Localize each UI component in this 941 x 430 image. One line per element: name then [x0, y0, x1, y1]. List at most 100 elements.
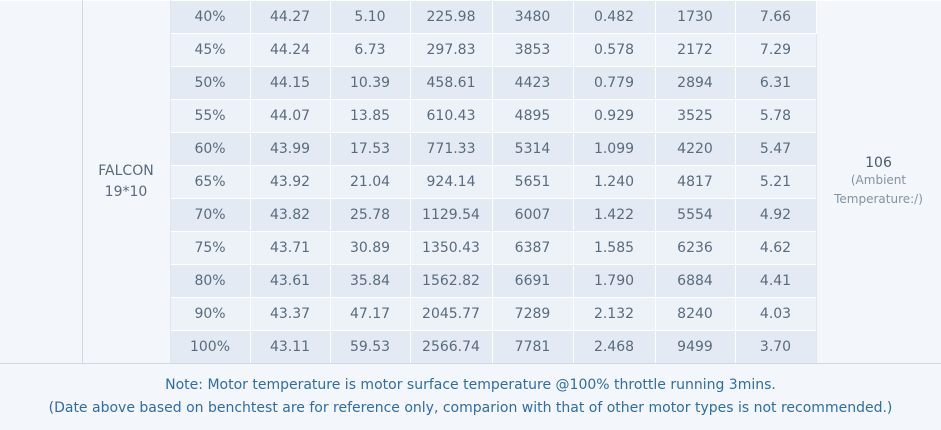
- data-cell: 3.70: [734, 330, 817, 364]
- data-cell: 80%: [169, 264, 251, 298]
- data-cell: 4423: [491, 66, 574, 100]
- data-cell: 2.132: [572, 297, 656, 331]
- data-cell: 5.21: [734, 165, 817, 199]
- data-cell: 0.779: [572, 66, 656, 100]
- data-cell: 40%: [169, 0, 251, 34]
- data-cell: 6236: [654, 231, 736, 265]
- data-cell: 7781: [491, 330, 574, 364]
- data-cell: 47.17: [329, 297, 411, 331]
- data-cell: 17.53: [329, 132, 411, 166]
- data-cell: 3853: [491, 33, 574, 67]
- data-cell: 610.43: [409, 99, 493, 133]
- data-cell: 44.24: [249, 33, 331, 67]
- data-cell: 1350.43: [409, 231, 493, 265]
- table-row: 45% 44.24 6.73 297.83 3853 0.578 2172 7.29: [0, 33, 941, 67]
- data-cell: 2566.74: [409, 330, 493, 364]
- spec-table: FALCON 19*10 40% 44.27 5.10 225.98 3480 0.482 1…: [0, 0, 941, 364]
- data-cell: 44.07: [249, 99, 331, 133]
- model-name: FALCON 19*10: [98, 163, 154, 200]
- data-cell: 4.62: [734, 231, 817, 265]
- data-cell: 6.73: [329, 33, 411, 67]
- data-cell: 10.39: [329, 66, 411, 100]
- data-cell: 5.78: [734, 99, 817, 133]
- data-cell: 44.15: [249, 66, 331, 100]
- table-row: 60% 43.99 17.53 771.33 5314 1.099 4220 5.47: [0, 132, 941, 166]
- data-cell: 5651: [491, 165, 574, 199]
- data-cell: 4.03: [734, 297, 817, 331]
- data-cell: 5.47: [734, 132, 817, 166]
- data-cell: 25.78: [329, 198, 411, 232]
- blank-cell: [0, 0, 83, 364]
- data-cell: 4220: [654, 132, 736, 166]
- data-cell: 297.83: [409, 33, 493, 67]
- data-cell: 59.53: [329, 330, 411, 364]
- data-cell: 0.482: [572, 0, 656, 34]
- data-cell: 2894: [654, 66, 736, 100]
- data-cell: 43.61: [249, 264, 331, 298]
- data-cell: 45%: [169, 33, 251, 67]
- data-cell: 13.85: [329, 99, 411, 133]
- data-cell: 6884: [654, 264, 736, 298]
- data-cell: 1129.54: [409, 198, 493, 232]
- data-cell: 4895: [491, 99, 574, 133]
- data-cell: 43.92: [249, 165, 331, 199]
- data-cell: 1.099: [572, 132, 656, 166]
- data-cell: 0.578: [572, 33, 656, 67]
- result-note: (Ambient Temperature:/): [834, 173, 923, 206]
- data-cell: 5314: [491, 132, 574, 166]
- data-cell: 1.790: [572, 264, 656, 298]
- data-cell: 0.929: [572, 99, 656, 133]
- data-cell: 2045.77: [409, 297, 493, 331]
- data-cell: 4.92: [734, 198, 817, 232]
- data-cell: 5.10: [329, 0, 411, 34]
- note: Note: Motor temperature is motor surface…: [0, 363, 941, 430]
- data-cell: 6691: [491, 264, 574, 298]
- data-cell: 1.240: [572, 165, 656, 199]
- data-cell: 6387: [491, 231, 574, 265]
- data-cell: 6007: [491, 198, 574, 232]
- data-cell: 8240: [654, 297, 736, 331]
- data-cell: 7.66: [734, 0, 817, 34]
- data-cell: 3480: [491, 0, 574, 34]
- table-row: 65% 43.92 21.04 924.14 5651 1.240 4817 5.21: [0, 165, 941, 199]
- table-row: 100% 43.11 59.53 2566.74 7781 2.468 9499 3.70: [0, 330, 941, 364]
- data-cell: 458.61: [409, 66, 493, 100]
- data-cell: 44.27: [249, 0, 331, 34]
- data-cell: 70%: [169, 198, 251, 232]
- table-row: 90% 43.37 47.17 2045.77 7289 2.132 8240 4.03: [0, 297, 941, 331]
- data-cell: 1562.82: [409, 264, 493, 298]
- data-cell: 771.33: [409, 132, 493, 166]
- data-cell: 30.89: [329, 231, 411, 265]
- table-body: FALCON 19*10 40% 44.27 5.10 225.98 3480 0.482 1…: [0, 0, 941, 364]
- result-value: 106: [865, 155, 892, 171]
- data-cell: 7.29: [734, 33, 817, 67]
- data-cell: 4817: [654, 165, 736, 199]
- data-cell: 9499: [654, 330, 736, 364]
- data-cell: 2.468: [572, 330, 656, 364]
- table-row: 55% 44.07 13.85 610.43 4895 0.929 3525 5.78: [0, 99, 941, 133]
- table-row: FALCON 19*10 40% 44.27 5.10 225.98 3480 0.482 1…: [0, 0, 941, 364]
- data-cell: 50%: [169, 66, 251, 100]
- table-row: 75% 43.71 30.89 1350.43 6387 1.585 6236 4.62: [0, 231, 941, 265]
- model-cell: FALCON 19*10: [81, 0, 171, 364]
- data-cell: 35.84: [329, 264, 411, 298]
- data-cell: 21.04: [329, 165, 411, 199]
- data-cell: 43.82: [249, 198, 331, 232]
- data-cell: 225.98: [409, 0, 493, 34]
- data-cell: 43.99: [249, 132, 331, 166]
- data-cell: 1730: [654, 0, 736, 34]
- data-cell: 65%: [169, 165, 251, 199]
- data-cell: 2172: [654, 33, 736, 67]
- result-cell: 106 (Ambient Temperature:/): [815, 0, 941, 364]
- data-cell: 90%: [169, 297, 251, 331]
- data-cell: 6.31: [734, 66, 817, 100]
- data-cell: 75%: [169, 231, 251, 265]
- data-cell: 7289: [491, 297, 574, 331]
- table-row: 50% 44.15 10.39 458.61 4423 0.779 2894 6.31: [0, 66, 941, 100]
- data-cell: 43.11: [249, 330, 331, 364]
- data-cell: 5554: [654, 198, 736, 232]
- data-cell: 1.585: [572, 231, 656, 265]
- data-cell: 43.37: [249, 297, 331, 331]
- data-cell: 924.14: [409, 165, 493, 199]
